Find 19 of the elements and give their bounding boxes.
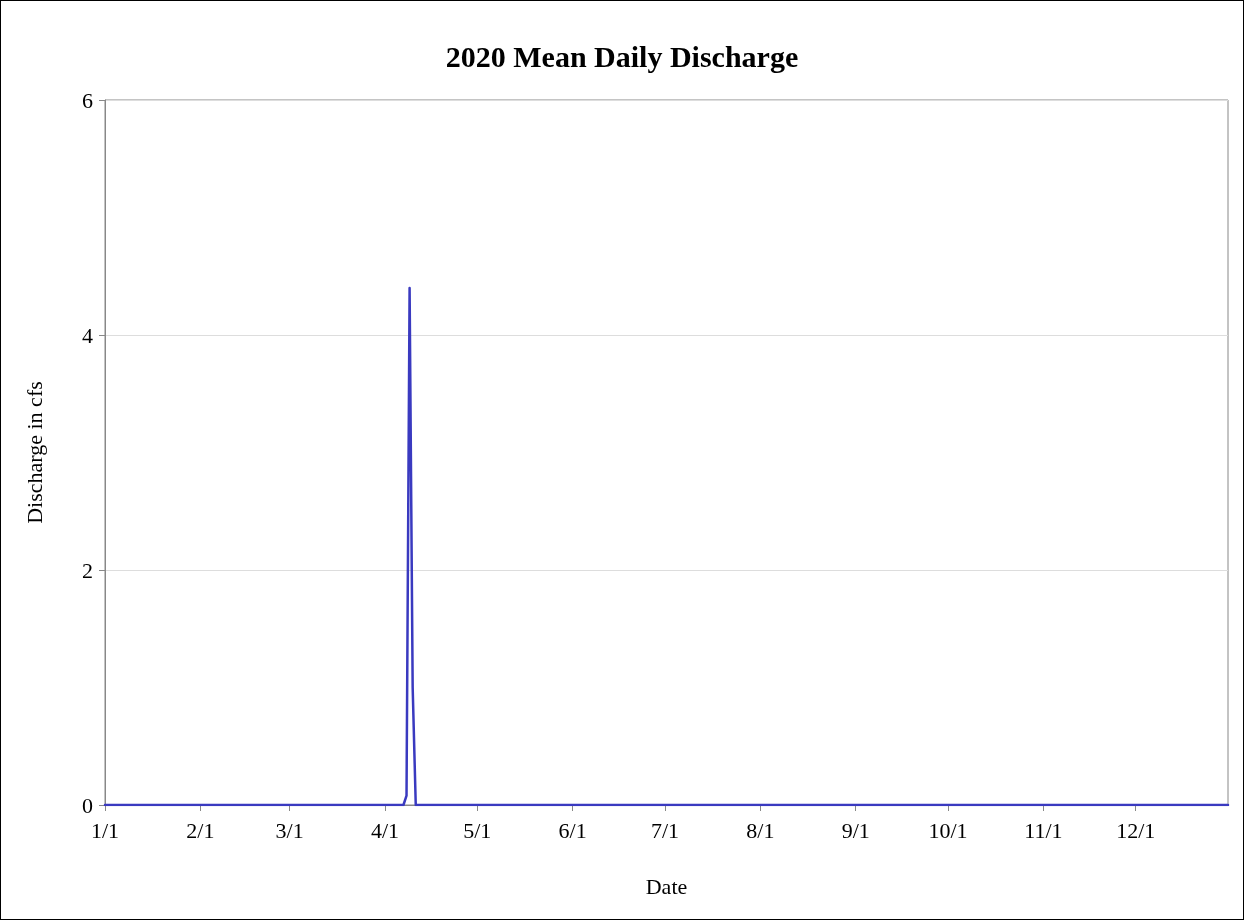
y-tick-label: 6 (82, 87, 93, 113)
y-tick-label: 4 (82, 322, 93, 348)
x-tick-label: 12/1 (1116, 817, 1156, 843)
x-axis-title: Date (645, 873, 688, 899)
x-tick-label: 10/1 (928, 817, 968, 843)
x-tick-label: 5/1 (463, 817, 492, 843)
x-tick-label: 1/1 (90, 817, 120, 843)
chart-title: 2020 Mean Daily Discharge (445, 39, 799, 73)
x-tick-label: 8/1 (746, 817, 775, 843)
y-tick-label: 2 (82, 557, 93, 583)
x-tick-label: 4/1 (370, 817, 400, 843)
x-tick-label: 6/1 (558, 817, 587, 843)
y-axis-title: Discharge in cfs (21, 381, 47, 524)
x-tick-label: 11/1 (1024, 817, 1063, 843)
x-tick-label: 7/1 (650, 817, 680, 843)
x-tick-label: 2/1 (186, 817, 215, 843)
y-tick-label: 0 (82, 792, 93, 818)
x-tick-label: 9/1 (841, 817, 870, 843)
x-tick-label: 3/1 (275, 817, 304, 843)
